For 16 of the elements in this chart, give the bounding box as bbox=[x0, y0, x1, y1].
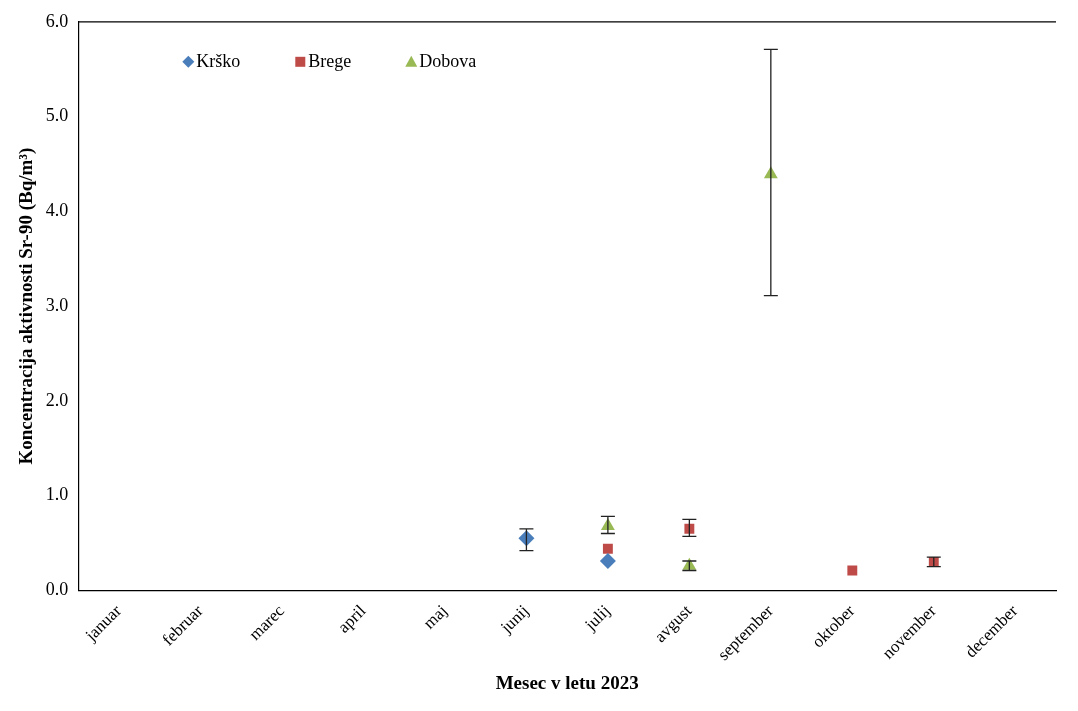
point bbox=[847, 565, 858, 576]
x-tick-label: maj bbox=[419, 601, 451, 633]
point bbox=[602, 543, 613, 554]
y-tick-label: 4.0 bbox=[45, 200, 69, 221]
y-tick-label: 3.0 bbox=[45, 294, 69, 315]
y-axis-title: Koncentracija aktivnosti Sr-90 (Bq/m³) bbox=[15, 147, 38, 465]
x-axis-title: Mesec v letu 2023 bbox=[495, 671, 639, 693]
legend-label: Dobova bbox=[419, 50, 477, 71]
legend-label: Krško bbox=[196, 50, 241, 71]
legend-label: Brege bbox=[308, 50, 352, 71]
y-tick-label: 1.0 bbox=[45, 484, 69, 505]
point bbox=[599, 553, 616, 569]
y-tick-label: 0.0 bbox=[45, 579, 69, 600]
y-tick-label: 5.0 bbox=[45, 105, 69, 126]
y-tick-label: 2.0 bbox=[45, 389, 69, 410]
y-tick-label: 6.0 bbox=[45, 10, 69, 31]
